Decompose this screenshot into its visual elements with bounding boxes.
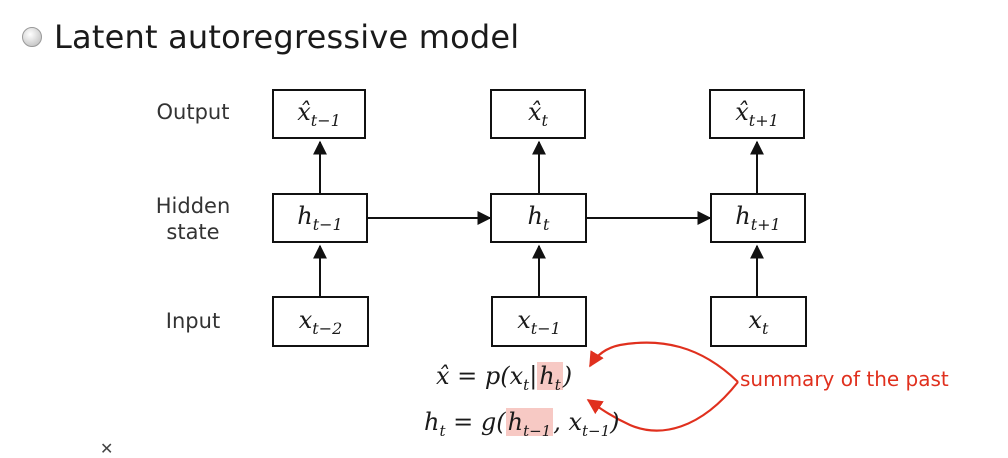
node-input-2-subscript: t−1 <box>530 318 561 338</box>
node-input-3: xt <box>710 296 807 347</box>
node-output-3: x̂t+1 <box>709 89 805 139</box>
slide-title: Latent autoregressive model <box>54 18 520 56</box>
node-output-3-subscript: t+1 <box>748 110 779 130</box>
node-input-3-subscript: t <box>762 318 769 338</box>
node-input-2-symbol: x <box>517 305 531 334</box>
node-hidden-3-subscript: t+1 <box>750 214 781 234</box>
node-output-3-symbol: x̂ <box>735 98 749 127</box>
eq1-rhs: ) <box>562 362 573 390</box>
red-arrow-to-ht-1 <box>586 381 739 432</box>
node-hidden-3-symbol: h <box>735 202 751 231</box>
node-hidden-2: ht <box>490 193 587 243</box>
radio-bullet-icon <box>22 27 42 47</box>
node-input-1-symbol: x <box>298 305 313 334</box>
eq2-rest-subscript: t−1 <box>582 421 611 440</box>
row-label-hidden-state: Hidden state <box>155 194 231 244</box>
node-hidden-2-symbol: h <box>527 202 544 231</box>
eq2-mid: = g( <box>445 408 506 436</box>
node-hidden-1: ht−1 <box>272 193 368 243</box>
mouse-cursor-icon: ✕ <box>100 439 114 458</box>
eq2-rest: , x <box>553 408 582 436</box>
eq2-highlight-subscript: t−1 <box>523 421 552 440</box>
node-output-2-symbol: x̂ <box>528 98 542 127</box>
eq1-highlight: ht <box>537 362 563 394</box>
eq2-highlight-symbol: h <box>507 408 524 436</box>
eq1-lhs: x̂ = p(x <box>436 362 524 390</box>
eq2-highlight: ht−1 <box>505 408 554 440</box>
node-hidden-1-subscript: t−1 <box>312 214 343 234</box>
eq2-lhs-subscript: t <box>439 421 446 440</box>
eq2-lhs: h <box>424 408 440 436</box>
row-label-output: Output <box>156 100 230 124</box>
equation-hidden: ht = g(ht−1, xt−1) <box>424 408 620 440</box>
row-label-input: Input <box>165 309 221 333</box>
node-output-2-subscript: t <box>541 110 548 130</box>
node-input-2: xt−1 <box>491 296 587 347</box>
eq1-bar: | <box>529 362 538 390</box>
red-arrow-to-ht <box>589 341 739 383</box>
node-output-2: x̂t <box>490 89 586 139</box>
equation-output: x̂ = p(xt|ht) <box>436 362 572 394</box>
node-output-1: x̂t−1 <box>272 89 366 139</box>
eq1-highlight-symbol: h <box>539 362 555 390</box>
eq1-lhs-subscript: t <box>523 375 530 394</box>
node-hidden-1-symbol: h <box>297 202 313 231</box>
node-output-1-symbol: x̂ <box>297 98 311 127</box>
eq1-highlight-subscript: t <box>554 375 561 394</box>
node-hidden-2-subscript: t <box>543 214 550 234</box>
node-hidden-3: ht+1 <box>710 193 806 243</box>
node-input-1-subscript: t−2 <box>312 318 343 338</box>
annotation-summary-of-past: summary of the past <box>740 367 949 391</box>
eq2-end: ) <box>610 408 620 436</box>
node-output-1-subscript: t−1 <box>310 110 341 130</box>
slide-title-row: Latent autoregressive model <box>22 12 519 62</box>
node-input-3-symbol: x <box>748 305 763 334</box>
node-input-1: xt−2 <box>272 296 369 347</box>
